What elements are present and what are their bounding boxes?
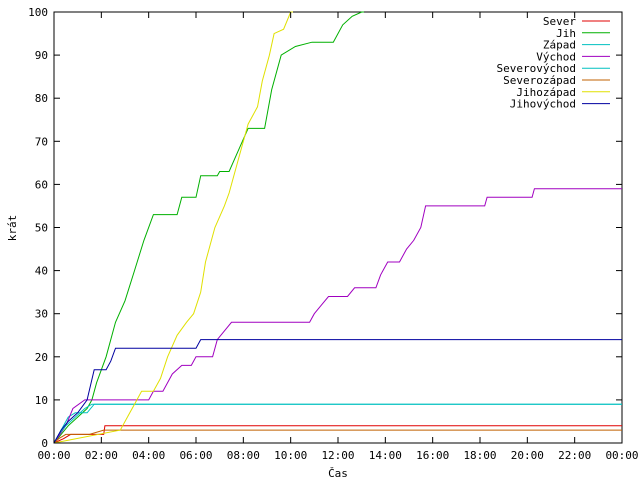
legend-label: Severozápad: [503, 74, 576, 87]
y-tick-label: 10: [35, 394, 48, 407]
y-tick-label: 50: [35, 222, 48, 235]
x-tick-label: 02:00: [85, 449, 118, 462]
x-tick-label: 00:00: [605, 449, 638, 462]
y-tick-label: 100: [28, 6, 48, 19]
y-axis-ticks: 0 10 20 30 40 50 60 70 80 90 100: [28, 6, 622, 450]
x-tick-label: 18:00: [463, 449, 496, 462]
legend-label: Severovýchod: [497, 62, 576, 75]
legend-label: Východ: [536, 50, 576, 63]
x-tick-label: 10:00: [274, 449, 307, 462]
y-tick-label: 80: [35, 92, 48, 105]
x-tick-label: 16:00: [416, 449, 449, 462]
legend-label: Sever: [543, 15, 576, 28]
x-tick-label: 22:00: [558, 449, 591, 462]
y-tick-label: 40: [35, 265, 48, 278]
y-tick-label: 90: [35, 49, 48, 62]
series-line-7: [53, 339, 622, 444]
y-tick-label: 70: [35, 135, 48, 148]
y-tick-label: 30: [35, 308, 48, 321]
y-tick-label: 20: [35, 351, 48, 364]
x-tick-label: 08:00: [227, 449, 260, 462]
x-tick-label: 20:00: [511, 449, 544, 462]
legend-label: Jihovýchod: [510, 98, 576, 111]
legend: SeverJihZápadVýchodSeverovýchodSeverozáp…: [497, 15, 610, 111]
legend-label: Jih: [556, 27, 576, 40]
x-tick-label: 14:00: [369, 449, 402, 462]
y-tick-label: 60: [35, 178, 48, 191]
series-line-3: [53, 188, 622, 444]
series-line-6: [53, 11, 293, 444]
series-line-1: [53, 11, 364, 444]
series-line-5: [53, 429, 622, 444]
x-tick-label: 12:00: [321, 449, 354, 462]
x-tick-label: 06:00: [179, 449, 212, 462]
legend-label: Západ: [543, 39, 576, 52]
y-tick-label: 0: [41, 437, 48, 450]
x-axis-ticks: 00:00 02:00 04:00 06:00 08:00 10:00 12:00 14:00…: [37, 12, 639, 462]
legend-label: Jihozápad: [516, 86, 576, 99]
x-axis-label: Čas: [328, 467, 348, 480]
series-layer: [53, 11, 622, 444]
x-tick-label: 00:00: [37, 449, 70, 462]
y-axis-label: krát: [6, 215, 19, 242]
x-tick-label: 04:00: [132, 449, 165, 462]
